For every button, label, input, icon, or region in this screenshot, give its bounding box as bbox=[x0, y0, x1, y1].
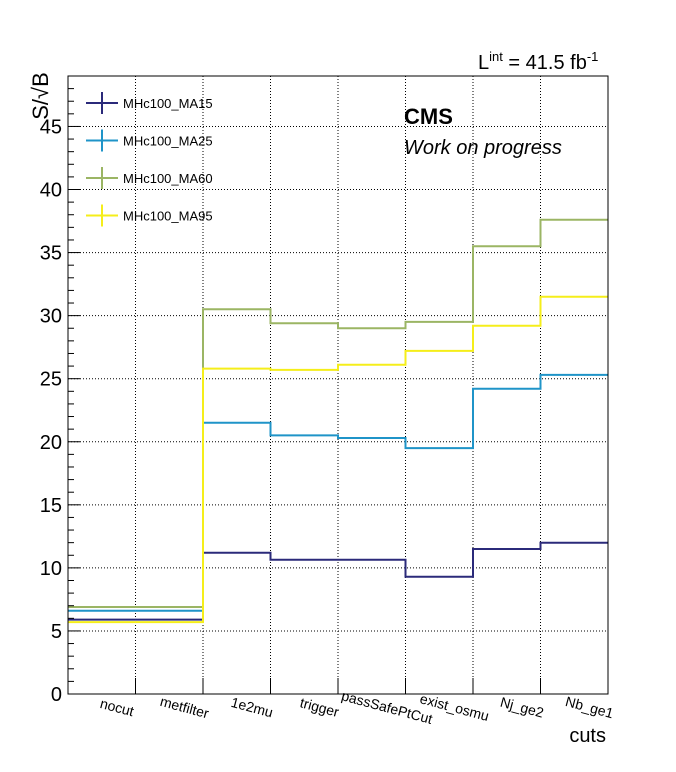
y-axis-label: S/√B bbox=[28, 72, 53, 120]
y-tick-label: 25 bbox=[40, 369, 62, 391]
lumi-value: = 41.5 fb bbox=[503, 52, 587, 74]
lumi-label: Lint = 41.5 fb-1 bbox=[478, 49, 598, 74]
y-tick-label: 5 bbox=[51, 621, 62, 643]
x-axis-title: cuts bbox=[569, 725, 606, 747]
series-line-MHc100_MA15 bbox=[68, 541, 608, 621]
series-layer bbox=[68, 218, 608, 624]
lumi-sup: int bbox=[489, 49, 503, 64]
y-tick-label: 0 bbox=[51, 684, 62, 706]
x-tick-label: metfilter bbox=[158, 693, 211, 721]
lumi-base: L bbox=[478, 52, 489, 74]
legend-label: MHc100_MA60 bbox=[123, 171, 213, 186]
y-axis-title: S/√B bbox=[28, 72, 53, 120]
legend-entry: MHc100_MA60 bbox=[86, 167, 213, 189]
x-tick-label: nocut bbox=[98, 695, 135, 719]
experiment-label: CMS bbox=[404, 104, 453, 129]
x-tick-label: Nb_ge1 bbox=[564, 693, 616, 721]
status-label: Work on progress bbox=[404, 137, 562, 159]
x-tick-label: trigger bbox=[298, 694, 341, 720]
x-tick-label: passSafePtCut bbox=[340, 687, 434, 727]
y-tick-label: 10 bbox=[40, 558, 62, 580]
legend-label: MHc100_MA25 bbox=[123, 134, 213, 149]
x-tick-label: Nj_ge2 bbox=[499, 694, 546, 721]
legend-label: MHc100_MA15 bbox=[123, 96, 213, 111]
lumi-unit-sup: -1 bbox=[587, 49, 599, 64]
legend-label: MHc100_MA95 bbox=[123, 209, 213, 224]
y-tick-label: 20 bbox=[40, 432, 62, 454]
x-tick-label: 1e2mu bbox=[229, 694, 274, 721]
y-tick-label: 15 bbox=[40, 495, 62, 517]
legend-entry: MHc100_MA15 bbox=[86, 92, 213, 114]
y-tick-label: 35 bbox=[40, 243, 62, 265]
grid bbox=[68, 76, 608, 694]
y-tick-label: 30 bbox=[40, 306, 62, 328]
series-line-MHc100_MA25 bbox=[68, 373, 608, 612]
y-tick-label: 45 bbox=[40, 116, 62, 138]
y-tick-label: 40 bbox=[40, 180, 62, 202]
legend-entry: MHc100_MA25 bbox=[86, 129, 213, 152]
legend-entry: MHc100_MA95 bbox=[86, 204, 213, 227]
legend: MHc100_MA15 MHc100_MA25 MHc100_MA60 MHc100_… bbox=[86, 92, 213, 227]
series-line-MHc100_MA95 bbox=[68, 295, 608, 624]
